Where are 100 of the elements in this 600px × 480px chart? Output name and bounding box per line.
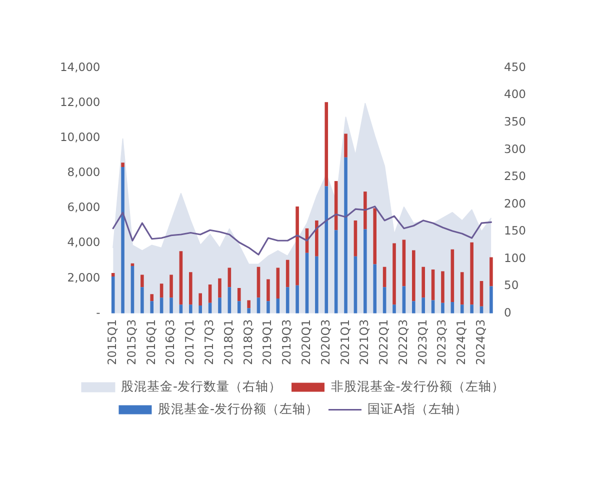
bar <box>121 167 124 314</box>
bar <box>140 287 144 314</box>
bar <box>111 276 115 314</box>
x-tick-label: 2022Q1 <box>376 319 391 366</box>
x-tick-label: 2016Q1 <box>144 319 158 366</box>
bar <box>247 308 250 314</box>
bar <box>305 252 309 314</box>
bar <box>256 266 260 298</box>
bar <box>315 256 318 314</box>
x-tick-label: 2015Q3 <box>124 319 138 366</box>
bar <box>441 302 444 314</box>
bar <box>315 220 318 256</box>
bar <box>344 157 348 314</box>
y-tick-label: 12,000 <box>60 95 100 110</box>
bar <box>344 134 348 158</box>
bar <box>373 208 377 264</box>
x-tick-label: 2016Q3 <box>163 319 178 366</box>
bar <box>382 287 386 314</box>
y-tick-label: 6,000 <box>67 200 100 214</box>
bar <box>208 284 212 303</box>
bar <box>412 250 416 302</box>
bar <box>179 251 183 305</box>
bar <box>490 257 493 286</box>
y2-tick-label: 300 <box>504 142 526 156</box>
y2-tick-label: 0 <box>504 305 512 320</box>
bar <box>266 301 270 314</box>
bar <box>422 298 425 314</box>
y-tick-label: - <box>96 305 100 320</box>
x-tick-label: 2024Q1 <box>454 319 468 366</box>
bar <box>392 304 396 314</box>
y2-tick-label: 100 <box>504 250 526 265</box>
bar <box>111 273 115 277</box>
bar <box>324 186 328 314</box>
bar <box>364 192 367 230</box>
bar <box>276 268 280 298</box>
bar <box>247 300 250 308</box>
bar <box>198 305 202 314</box>
y-tick-label: 8,000 <box>67 165 100 180</box>
x-tick-label: 2017Q1 <box>182 319 197 366</box>
bar <box>160 284 164 298</box>
bar <box>470 304 474 314</box>
bar <box>189 272 192 305</box>
y2-tick-label: 250 <box>504 169 526 184</box>
bar <box>189 304 192 314</box>
y2-tick-label: 400 <box>504 87 526 102</box>
bar <box>286 260 290 288</box>
bar <box>460 304 464 314</box>
bar <box>140 274 144 288</box>
bar <box>228 268 232 288</box>
bar <box>354 220 358 256</box>
bar <box>237 301 241 314</box>
bar <box>441 271 444 303</box>
x-tick-label: 2019Q3 <box>280 319 294 366</box>
x-tick-label: 2023Q1 <box>415 319 430 366</box>
x-tick-label: 2018Q1 <box>221 319 236 366</box>
bar <box>334 230 338 314</box>
x-tick-label: 2019Q1 <box>260 319 274 366</box>
bar <box>170 298 173 314</box>
x-tick-label: 2018Q3 <box>240 319 255 366</box>
bar <box>412 301 416 314</box>
y2-tick-label: 50 <box>504 278 519 292</box>
y2-tick-label: 200 <box>504 196 526 210</box>
bar <box>402 286 406 314</box>
x-tick-label: 2023Q3 <box>434 319 449 366</box>
bar <box>450 249 454 302</box>
bar <box>170 274 173 298</box>
bar <box>228 287 232 314</box>
bar <box>286 287 290 314</box>
legend-label: 股混基金-发行数量（右轴） <box>120 378 282 394</box>
y-tick-label: 10,000 <box>60 130 100 144</box>
legend-label: 股混基金-发行份额（左轴） <box>158 401 318 416</box>
bar <box>382 266 386 288</box>
bar <box>324 102 328 186</box>
bar <box>431 300 435 314</box>
x-tick-label: 2015Q1 <box>105 319 120 366</box>
bar <box>296 206 299 286</box>
bar <box>296 285 299 314</box>
x-tick-label: 2021Q1 <box>338 319 352 366</box>
bar <box>266 279 270 302</box>
bar <box>402 240 406 286</box>
y2-tick-label: 450 <box>504 60 526 74</box>
bar <box>373 264 377 314</box>
bar <box>480 280 484 306</box>
x-tick-label: 2024Q3 <box>473 319 488 366</box>
y-tick-label: 4,000 <box>67 235 100 250</box>
bar <box>392 243 396 305</box>
x-tick-label: 2021Q3 <box>357 319 372 366</box>
y-tick-label: 14,000 <box>60 60 100 74</box>
bar <box>150 301 154 314</box>
bar <box>130 266 134 314</box>
bar <box>121 162 124 168</box>
x-tick-label: 2020Q3 <box>318 319 332 366</box>
x-tick-label: 2017Q3 <box>202 319 216 366</box>
bar <box>237 288 241 302</box>
x-tick-label: 2022Q3 <box>396 319 410 366</box>
x-tick-label: 2020Q1 <box>298 319 313 366</box>
bar <box>490 286 493 314</box>
bar <box>431 270 435 300</box>
bar <box>364 229 367 314</box>
bar <box>470 242 474 305</box>
